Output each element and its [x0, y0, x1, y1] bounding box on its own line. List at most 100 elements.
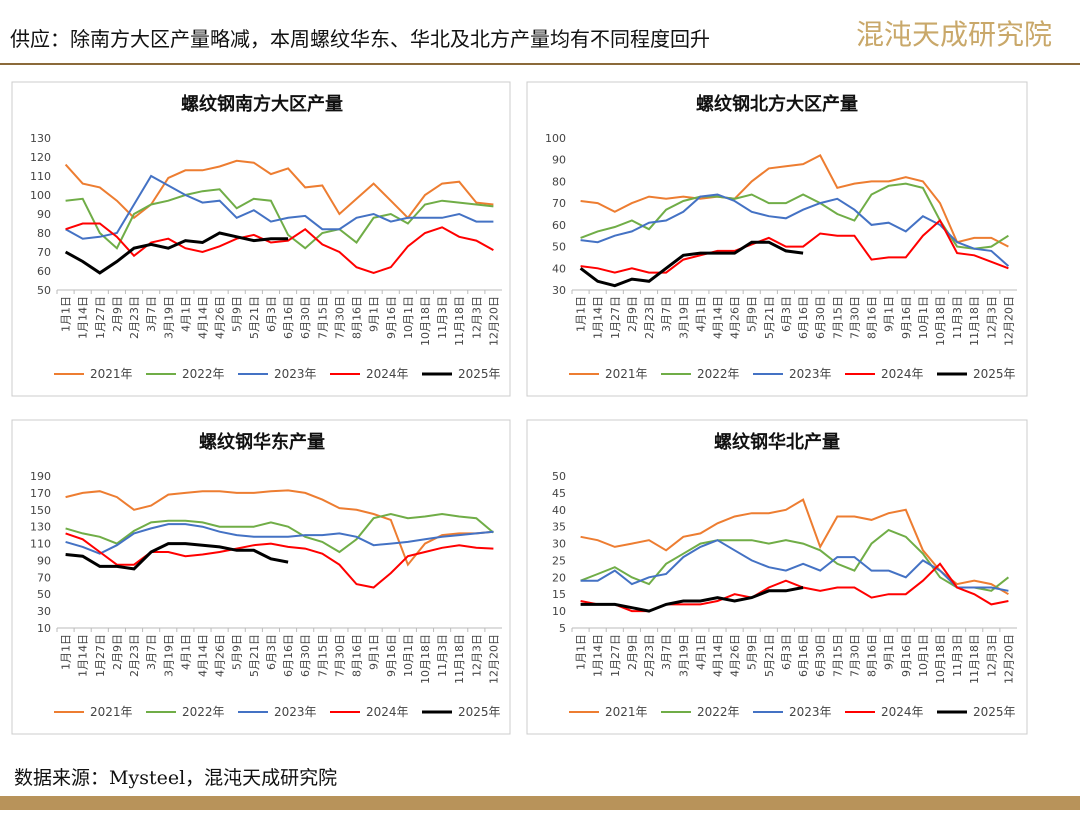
y-tick-label: 40	[552, 262, 566, 275]
legend-label: 2022年	[697, 705, 740, 719]
series-line	[64, 231, 289, 275]
x-tick-label: 4月26日	[729, 296, 742, 339]
x-tick-label: 2月23日	[643, 296, 656, 339]
logo: 混沌天成研究院	[856, 18, 1052, 51]
x-tick-label: 1月27日	[94, 296, 107, 339]
y-tick-label: 190	[30, 470, 51, 483]
series-line	[580, 528, 1010, 592]
chart: 螺纹钢华东产量 10 30 50 70 90 110 130 150 170 190 1月1日 1月14…	[30, 431, 502, 719]
chart: 螺纹钢华北产量 5 10 15 20 25 30 35 40 45 50 1月1日 1月14日 1月27日…	[552, 431, 1017, 719]
x-tick-label: 12月20日	[487, 634, 500, 684]
x-tick-label: 7月30日	[333, 296, 346, 339]
y-tick-label: 170	[30, 487, 51, 500]
x-tick-label: 4月26日	[214, 634, 227, 677]
x-tick-label: 4月14日	[711, 296, 724, 339]
x-tick-label: 1月14日	[77, 634, 90, 677]
x-tick-label: 2月9日	[111, 296, 124, 332]
y-tick-label: 100	[545, 132, 566, 145]
x-tick-label: 4月14日	[711, 634, 724, 677]
x-tick-label: 10月1日	[917, 634, 930, 677]
y-tick-label: 10	[552, 605, 566, 618]
y-tick-label: 60	[37, 265, 51, 278]
y-tick-label: 30	[552, 538, 566, 551]
series-line	[580, 586, 804, 613]
x-tick-label: 11月18日	[453, 634, 466, 684]
x-tick-label: 12月3日	[985, 296, 998, 339]
legend-label: 2021年	[605, 705, 648, 719]
chart-title: 螺纹钢华东产量	[199, 431, 325, 453]
legend-label: 2025年	[458, 367, 501, 381]
x-tick-label: 7月15日	[316, 634, 329, 677]
x-tick-label: 6月3日	[265, 296, 278, 332]
x-tick-label: 7月15日	[831, 296, 844, 339]
x-tick-label: 9月1日	[368, 296, 381, 332]
series-line	[65, 542, 289, 571]
x-tick-label: 1月1日	[60, 296, 73, 332]
x-tick-label: 4月1日	[694, 634, 707, 670]
x-tick-label: 11月3日	[951, 296, 964, 339]
x-tick-label: 2月9日	[626, 296, 639, 332]
x-tick-label: 6月30日	[814, 634, 827, 677]
series-line	[65, 489, 494, 567]
y-tick-label: 80	[37, 227, 51, 240]
chart-title: 螺纹钢北方大区产量	[696, 93, 858, 115]
series-line	[579, 240, 804, 288]
x-tick-label: 2月23日	[128, 634, 141, 677]
series-line	[65, 222, 494, 274]
x-tick-label: 11月18日	[968, 296, 981, 346]
x-tick-label: 8月16日	[866, 634, 879, 677]
y-tick-label: 50	[37, 284, 51, 297]
x-tick-label: 4月26日	[729, 634, 742, 677]
y-tick-label: 25	[552, 554, 566, 567]
x-tick-label: 8月16日	[351, 296, 364, 339]
y-tick-label: 130	[30, 521, 51, 534]
panel	[526, 419, 1028, 735]
x-tick-label: 7月15日	[831, 634, 844, 677]
x-tick-label: 8月16日	[866, 296, 879, 339]
x-tick-label: 12月20日	[1002, 296, 1015, 346]
x-tick-label: 4月1日	[179, 634, 192, 670]
x-tick-label: 11月18日	[453, 296, 466, 346]
x-tick-label: 2月23日	[128, 296, 141, 339]
legend-label: 2024年	[366, 705, 409, 719]
y-tick-label: 100	[30, 189, 51, 202]
y-tick-label: 80	[552, 175, 566, 188]
x-tick-label: 6月16日	[282, 634, 295, 677]
y-tick-label: 70	[552, 197, 566, 210]
x-tick-label: 3月7日	[145, 634, 158, 670]
y-tick-label: 10	[37, 622, 51, 635]
series-line	[65, 188, 494, 250]
x-tick-label: 6月16日	[797, 634, 810, 677]
x-tick-label: 5月21日	[763, 296, 776, 339]
y-tick-label: 90	[37, 208, 51, 221]
chart-title: 螺纹钢南方大区产量	[181, 93, 343, 115]
chart-title: 螺纹钢华北产量	[714, 431, 840, 453]
legend-label: 2023年	[789, 705, 832, 719]
legend-label: 2022年	[182, 705, 225, 719]
panel	[526, 81, 1028, 397]
y-tick-label: 30	[552, 284, 566, 297]
legend-label: 2023年	[274, 367, 317, 381]
x-tick-label: 11月3日	[436, 634, 449, 677]
x-tick-label: 3月7日	[145, 296, 158, 332]
y-tick-label: 40	[552, 504, 566, 517]
x-tick-label: 4月1日	[179, 296, 192, 332]
x-tick-label: 9月16日	[385, 634, 398, 677]
x-tick-label: 4月1日	[694, 296, 707, 332]
legend-label: 2025年	[973, 367, 1016, 381]
x-tick-label: 11月3日	[951, 634, 964, 677]
x-tick-label: 4月14日	[196, 634, 209, 677]
series-line	[65, 512, 495, 554]
x-tick-label: 2月9日	[111, 634, 124, 670]
x-tick-label: 3月19日	[677, 296, 690, 339]
x-tick-label: 9月16日	[900, 634, 913, 677]
x-tick-label: 1月27日	[609, 296, 622, 339]
legend-label: 2022年	[697, 367, 740, 381]
chart: 螺纹钢南方大区产量 50 60 70 80 90 100 110 120 130 1月1日 1月14日…	[30, 93, 502, 381]
header-title: 供应：除南方大区产量略减，本周螺纹华东、华北及北方产量均有不同程度回升	[10, 27, 710, 51]
legend-label: 2022年	[182, 367, 225, 381]
x-tick-label: 10月1日	[402, 634, 415, 677]
x-tick-label: 6月3日	[265, 634, 278, 670]
x-tick-label: 6月30日	[814, 296, 827, 339]
series-line	[65, 523, 494, 555]
